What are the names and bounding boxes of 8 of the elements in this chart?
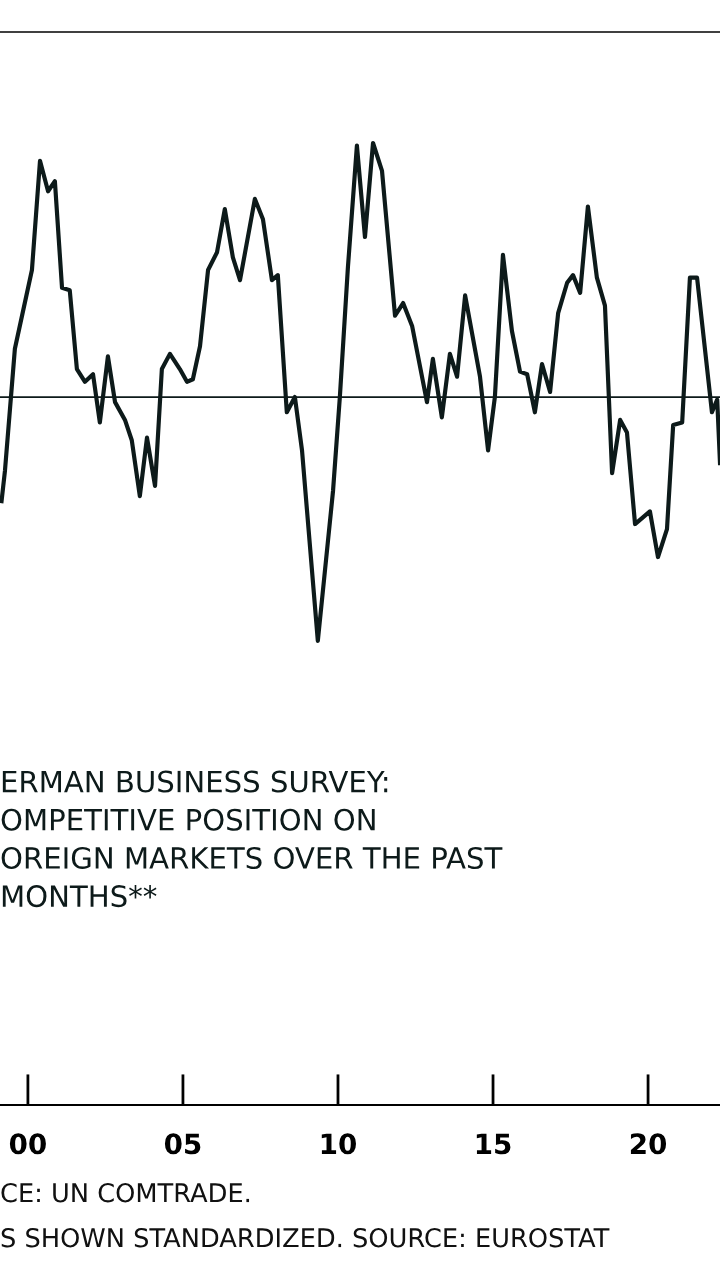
x-tick-label: 05 — [164, 1133, 201, 1155]
x-tick-label: 15 — [476, 1133, 511, 1155]
text: CE: UN COMTRADE. — [1, 1183, 250, 1203]
x-tick-label: 00 — [9, 1133, 46, 1155]
text: ERMAN BUSINESS SURVEY: OMPETITIVE POSITION ON OREIGN MARKETS OVER THE PAST MONTHS** — [1, 770, 503, 908]
text: S SHOWN STANDARDIZED. SOURCE: EUROSTAT — [1, 1228, 610, 1248]
x-tick-label: 10 — [321, 1133, 356, 1155]
x-tick-label: 20 — [630, 1133, 667, 1155]
